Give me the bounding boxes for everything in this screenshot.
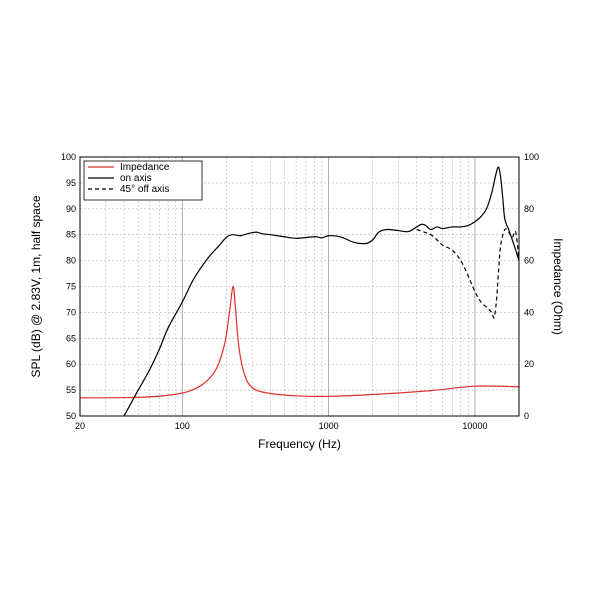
x-tick-label: 100	[175, 421, 190, 431]
ticks-layer: 20 100 1000 1000050556065707580859095100020…	[61, 152, 539, 431]
y-left-tick-label: 80	[66, 256, 76, 266]
y-left-tick-label: 70	[66, 307, 76, 317]
x-tick-label: 10000	[462, 421, 487, 431]
y-left-tick-label: 60	[66, 359, 76, 369]
y-right-tick-label: 60	[524, 256, 534, 266]
series-line-impedance	[80, 285, 519, 399]
y-right-tick-label: 0	[524, 411, 529, 421]
x-axis-label: Frequency (Hz)	[258, 437, 341, 451]
y-left-tick-label: 100	[61, 152, 76, 162]
y-right-tick-label: 40	[524, 307, 534, 317]
y-left-tick-label: 50	[66, 411, 76, 421]
legend-label: Impedance	[120, 162, 170, 173]
y-axis-left-label: SPL (dB) @ 2.83V, 1m, half space	[29, 195, 43, 377]
series-layer	[80, 166, 519, 416]
y-left-tick-label: 55	[66, 385, 76, 395]
series-line-45-off-axis	[416, 228, 519, 319]
plot-frame	[79, 156, 520, 417]
y-left-tick-label: 90	[66, 204, 76, 214]
x-tick-label: 1000	[319, 421, 339, 431]
legend-label: 45° off axis	[120, 184, 169, 195]
y-right-tick-label: 100	[524, 152, 539, 162]
legend-item-impedance: Impedance	[88, 162, 170, 173]
y-left-tick-label: 75	[66, 282, 76, 292]
legend-label: on axis	[120, 173, 152, 184]
series-line-on-axis	[123, 166, 519, 416]
y-left-tick-label: 65	[66, 333, 76, 343]
y-right-tick-label: 80	[524, 204, 534, 214]
y-left-tick-label: 85	[66, 230, 76, 240]
legend-item-on-axis: on axis	[88, 173, 152, 184]
legend-item-45-off-axis: 45° off axis	[88, 184, 169, 195]
y-axis-right-label: Impedance (Ohm)	[551, 238, 565, 335]
y-left-tick-label: 95	[66, 178, 76, 188]
x-tick-label: 20	[75, 421, 85, 431]
y-right-tick-label: 20	[524, 359, 534, 369]
